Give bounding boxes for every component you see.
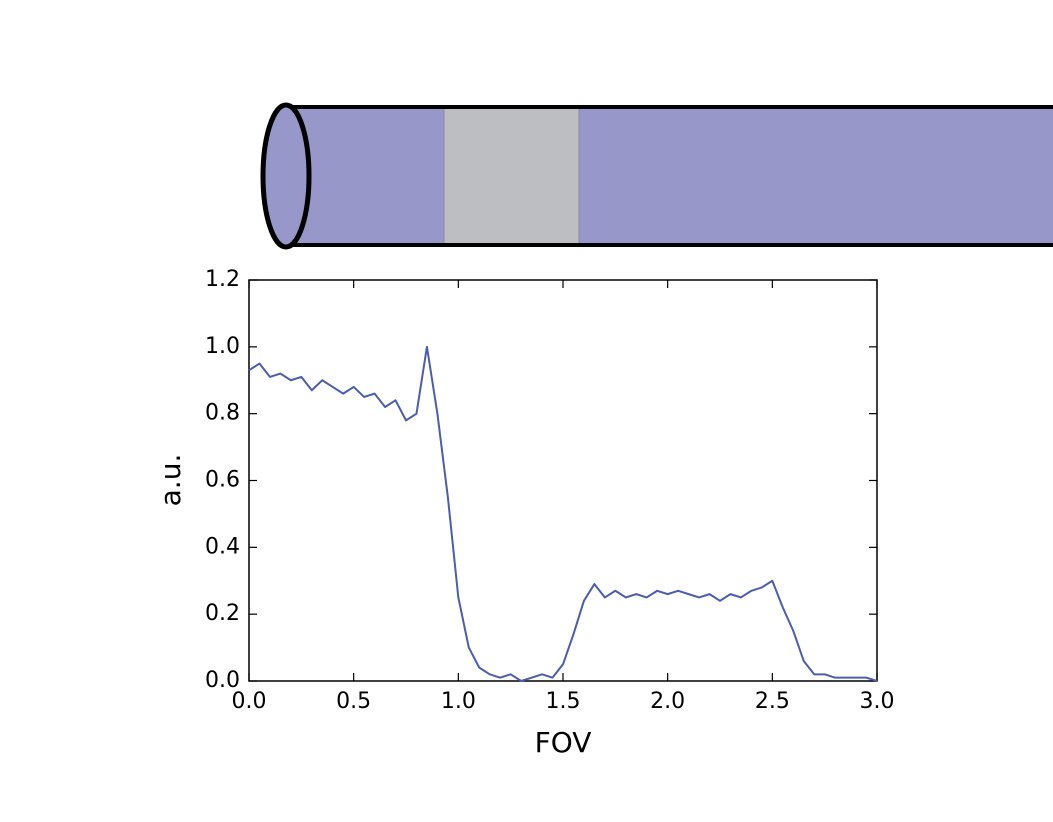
- x-tick-label: 0.0: [232, 689, 267, 714]
- x-tick-label: 2.0: [650, 689, 685, 714]
- x-tick-label: 1.5: [546, 689, 581, 714]
- y-tick-label: 0.6: [205, 468, 240, 493]
- tube-end: [260, 102, 312, 250]
- tube-gap: [444, 107, 579, 245]
- tube-body: [286, 107, 1053, 245]
- y-tick-label: 0.8: [205, 401, 240, 426]
- x-tick-label: 3.0: [860, 689, 895, 714]
- x-tick-label: 1.0: [441, 689, 476, 714]
- y-tick-label: 0.0: [205, 668, 240, 693]
- y-tick-label: 1.2: [205, 267, 240, 292]
- plot-frame: [248, 279, 878, 682]
- tube-diagram: [260, 102, 1053, 250]
- x-tick-label: 0.5: [336, 689, 371, 714]
- data-line: [248, 345, 878, 682]
- x-axis-label: FOV: [535, 726, 592, 759]
- y-tick-label: 0.2: [205, 601, 240, 626]
- y-axis-label: a.u.: [154, 454, 187, 507]
- x-tick-label: 2.5: [755, 689, 790, 714]
- y-tick-label: 0.4: [205, 534, 240, 559]
- y-tick-label: 1.0: [205, 334, 240, 359]
